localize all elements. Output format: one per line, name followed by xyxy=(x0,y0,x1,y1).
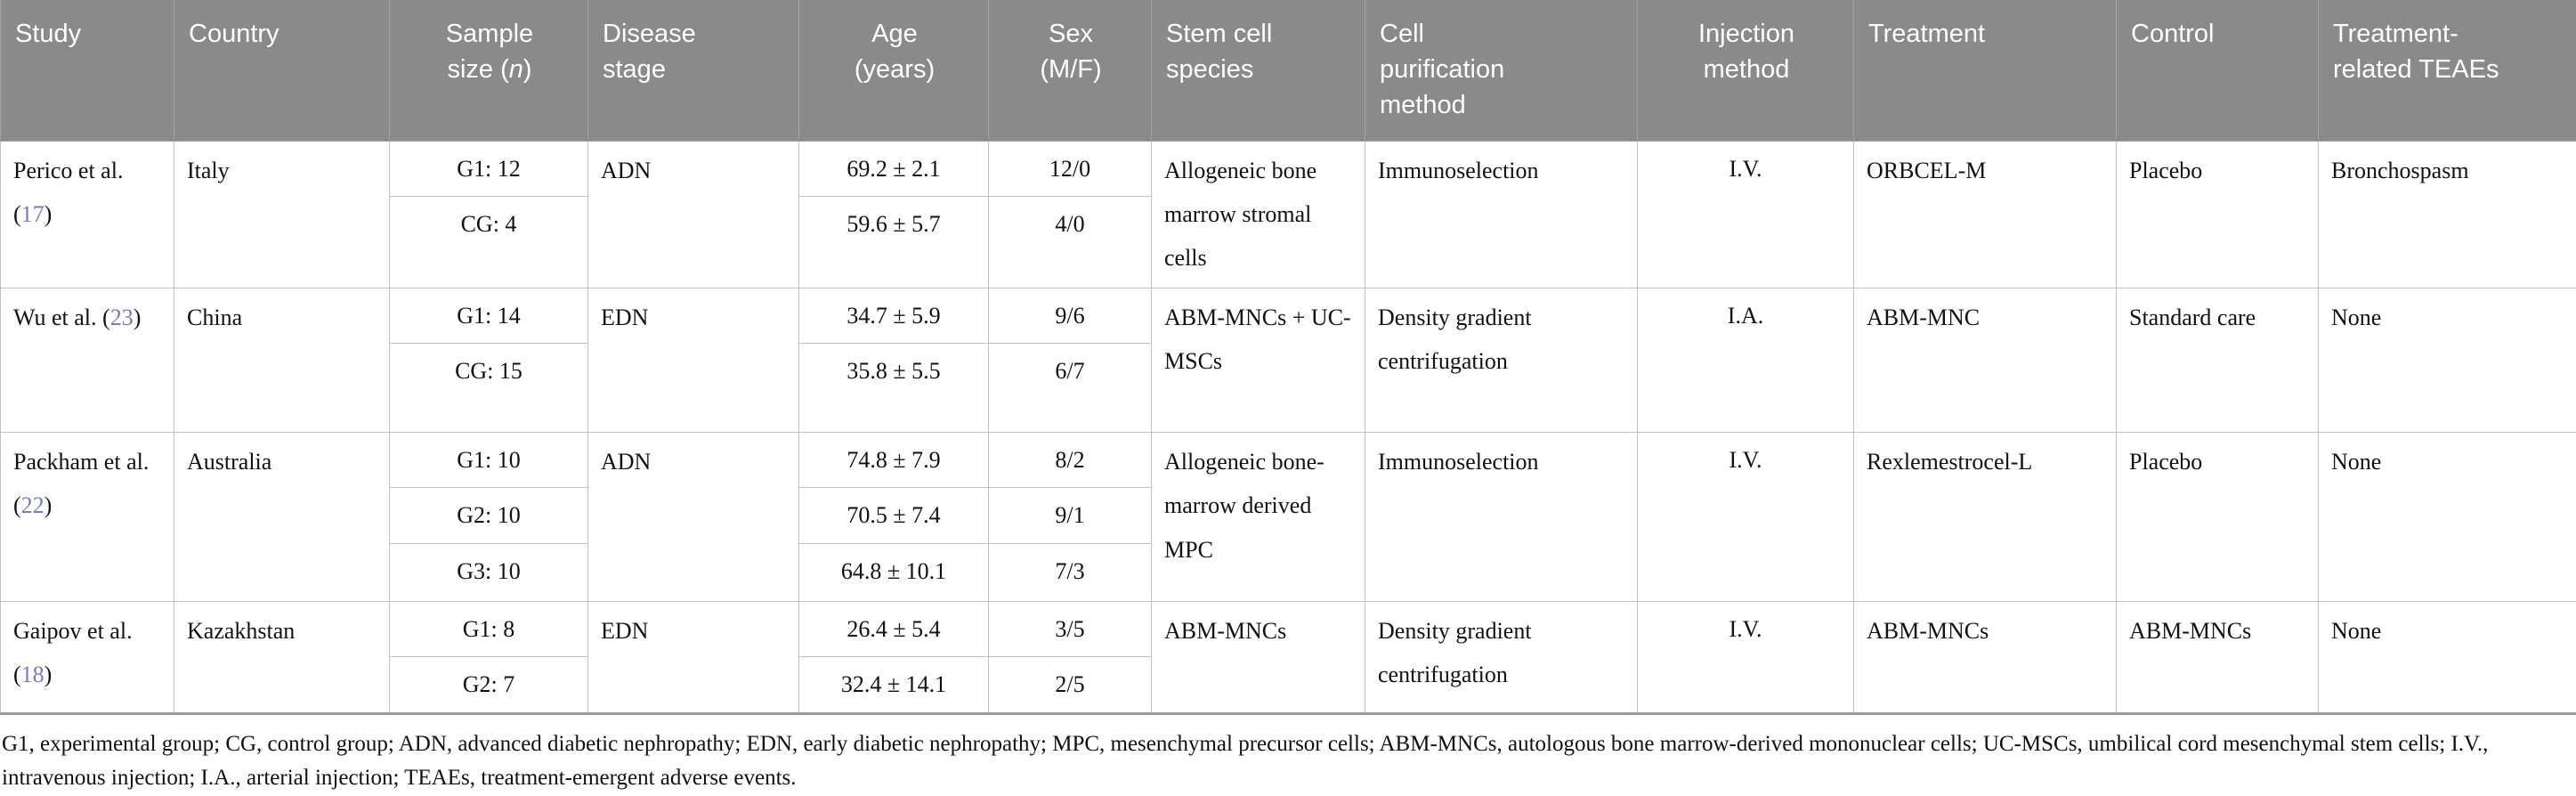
cell-purification: Density gradient centrifugation xyxy=(1365,601,1638,713)
cell-age: 34.7 ± 5.9 xyxy=(799,288,989,343)
cell-species: ABM-MNCs xyxy=(1152,601,1365,713)
col-header-teaes: Treatment-related TEAEs xyxy=(2319,0,2576,141)
table-row: Perico et al. (17) Italy G1: 12 ADN 69.2… xyxy=(1,141,2576,197)
col-header-disease-stage: Disease stage xyxy=(588,0,799,141)
cell-study: Wu et al. (23) xyxy=(1,288,174,432)
cell-species: ABM-MNCs + UC-MSCs xyxy=(1152,288,1365,432)
cell-sample-size: CG: 15 xyxy=(390,344,588,433)
cell-sample-size: G1: 12 xyxy=(390,141,588,197)
cell-sex: 4/0 xyxy=(989,197,1152,288)
cell-teaes: Bronchospasm xyxy=(2319,141,2576,288)
cell-country: Kazakhstan xyxy=(174,601,390,713)
citation-link[interactable]: 22 xyxy=(21,492,45,518)
cell-country: Australia xyxy=(174,433,390,602)
cell-sex: 3/5 xyxy=(989,601,1152,656)
cell-sex: 6/7 xyxy=(989,344,1152,433)
cell-sample-size: G1: 10 xyxy=(390,433,588,488)
citation-link[interactable]: 23 xyxy=(110,305,134,330)
cell-sample-size: G2: 10 xyxy=(390,488,588,543)
cell-sample-size: CG: 4 xyxy=(390,197,588,288)
cell-treatment: ABM-MNCs xyxy=(1854,601,2117,713)
cell-disease-stage: EDN xyxy=(588,288,799,432)
col-header-injection-method: Injection method xyxy=(1638,0,1854,141)
cell-study: Perico et al. (17) xyxy=(1,141,174,288)
cell-age: 64.8 ± 10.1 xyxy=(799,543,989,601)
cell-age: 35.8 ± 5.5 xyxy=(799,344,989,433)
cell-disease-stage: ADN xyxy=(588,433,799,602)
cell-disease-stage: ADN xyxy=(588,141,799,288)
cell-injection: I.A. xyxy=(1638,288,1854,432)
cell-teaes: None xyxy=(2319,601,2576,713)
citation-link[interactable]: 17 xyxy=(21,201,45,227)
col-header-country: Country xyxy=(174,0,390,141)
cell-study: Gaipov et al. (18) xyxy=(1,601,174,713)
cell-sample-size: G2: 7 xyxy=(390,657,588,713)
cell-disease-stage: EDN xyxy=(588,601,799,713)
cell-country: China xyxy=(174,288,390,432)
cell-control: Standard care xyxy=(2117,288,2319,432)
cell-age: 74.8 ± 7.9 xyxy=(799,433,989,488)
cell-treatment: ABM-MNC xyxy=(1854,288,2117,432)
table-row: Packham et al. (22) Australia G1: 10 ADN… xyxy=(1,433,2576,488)
col-header-sex: Sex (M/F) xyxy=(989,0,1152,141)
citation-link[interactable]: 18 xyxy=(21,662,45,687)
cell-purification: Density gradient centrifugation xyxy=(1365,288,1638,432)
cell-sample-size: G1: 14 xyxy=(390,288,588,343)
cell-control: Placebo xyxy=(2117,433,2319,602)
table-row: Wu et al. (23) China G1: 14 EDN 34.7 ± 5… xyxy=(1,288,2576,343)
cell-injection: I.V. xyxy=(1638,141,1854,288)
cell-sample-size: G3: 10 xyxy=(390,543,588,601)
cell-sex: 9/6 xyxy=(989,288,1152,343)
cell-treatment: Rexlemestrocel-L xyxy=(1854,433,2117,602)
cell-control: Placebo xyxy=(2117,141,2319,288)
col-header-study: Study xyxy=(1,0,174,141)
cell-age: 59.6 ± 5.7 xyxy=(799,197,989,288)
cell-injection: I.V. xyxy=(1638,433,1854,602)
cell-teaes: None xyxy=(2319,433,2576,602)
col-header-age: Age (years) xyxy=(799,0,989,141)
cell-study: Packham et al. (22) xyxy=(1,433,174,602)
table-footnote: G1, experimental group; CG, control grou… xyxy=(0,715,2576,796)
cell-age: 32.4 ± 14.1 xyxy=(799,657,989,713)
col-header-sample-size: Sample size (n) xyxy=(390,0,588,141)
cell-sex: 8/2 xyxy=(989,433,1152,488)
cell-purification: Immunoselection xyxy=(1365,141,1638,288)
cell-age: 26.4 ± 5.4 xyxy=(799,601,989,656)
cell-age: 69.2 ± 2.1 xyxy=(799,141,989,197)
table-row: Gaipov et al. (18) Kazakhstan G1: 8 EDN … xyxy=(1,601,2576,656)
cell-sex: 7/3 xyxy=(989,543,1152,601)
cell-teaes: None xyxy=(2319,288,2576,432)
col-header-stem-cell-species: Stem cell species xyxy=(1152,0,1365,141)
col-header-treatment: Treatment xyxy=(1854,0,2117,141)
table-header: Study Country Sample size (n) Disease st… xyxy=(1,0,2576,141)
col-header-control: Control xyxy=(2117,0,2319,141)
cell-sex: 12/0 xyxy=(989,141,1152,197)
cell-sample-size: G1: 8 xyxy=(390,601,588,656)
cell-species: Allogeneic bone marrow stromal cells xyxy=(1152,141,1365,288)
cell-country: Italy xyxy=(174,141,390,288)
cell-treatment: ORBCEL-M xyxy=(1854,141,2117,288)
cell-species: Allogeneic bone-marrow derived MPC xyxy=(1152,433,1365,602)
col-header-cell-purification: Cell purification method xyxy=(1365,0,1638,141)
cell-sex: 2/5 xyxy=(989,657,1152,713)
cell-control: ABM-MNCs xyxy=(2117,601,2319,713)
cell-injection: I.V. xyxy=(1638,601,1854,713)
studies-table: Study Country Sample size (n) Disease st… xyxy=(0,0,2576,715)
cell-age: 70.5 ± 7.4 xyxy=(799,488,989,543)
cell-purification: Immunoselection xyxy=(1365,433,1638,602)
cell-sex: 9/1 xyxy=(989,488,1152,543)
